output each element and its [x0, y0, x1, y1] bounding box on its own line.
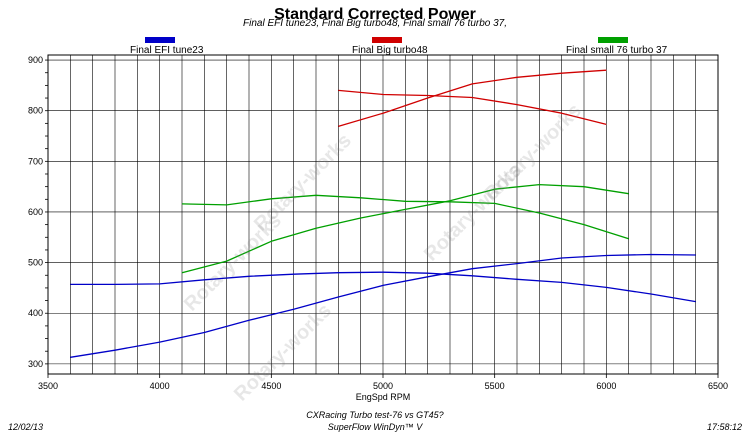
- chart-subtitle: Final EFI tune23, Final Big turbo48, Fin…: [242, 18, 508, 29]
- footer-date: 12/02/13: [8, 422, 44, 432]
- y-tick-label: 400: [28, 308, 43, 318]
- series-line-2: [181, 183, 629, 274]
- legend-label: Final Big turbo48: [352, 45, 428, 56]
- y-tick-label: 300: [28, 359, 43, 369]
- y-tick-label: 700: [28, 156, 43, 166]
- x-tick-label: 6000: [596, 381, 616, 391]
- legend-label: Final EFI tune23: [130, 45, 204, 56]
- footer-time: 17:58:12: [706, 422, 742, 432]
- legend-swatch: [598, 37, 628, 43]
- series-line-1: [338, 69, 607, 128]
- chart-title: Standard Corrected Power: [274, 6, 476, 23]
- series-line-2: [181, 194, 629, 240]
- series-line-0: [70, 253, 696, 358]
- x-axis-label: EngSpd RPM: [356, 392, 411, 402]
- footer-test-name: CXRacing Turbo test-76 vs GT45?: [306, 410, 444, 420]
- series-line-0: [70, 271, 696, 303]
- legend-swatch: [145, 37, 175, 43]
- legend-swatch: [372, 37, 402, 43]
- x-tick-label: 5000: [373, 381, 393, 391]
- x-tick-label: 4000: [150, 381, 170, 391]
- footer-software: SuperFlow WinDyn™ V: [327, 422, 423, 432]
- y-tick-label: 600: [28, 207, 43, 217]
- y-tick-label: 900: [28, 55, 43, 65]
- x-tick-label: 5500: [485, 381, 505, 391]
- x-tick-label: 6500: [708, 381, 728, 391]
- x-tick-label: 4500: [261, 381, 281, 391]
- series-line-1: [338, 89, 607, 126]
- legend-label: Final small 76 turbo 37: [566, 45, 668, 56]
- x-tick-label: 3500: [38, 381, 58, 391]
- y-tick-label: 800: [28, 106, 43, 116]
- y-tick-label: 500: [28, 258, 43, 268]
